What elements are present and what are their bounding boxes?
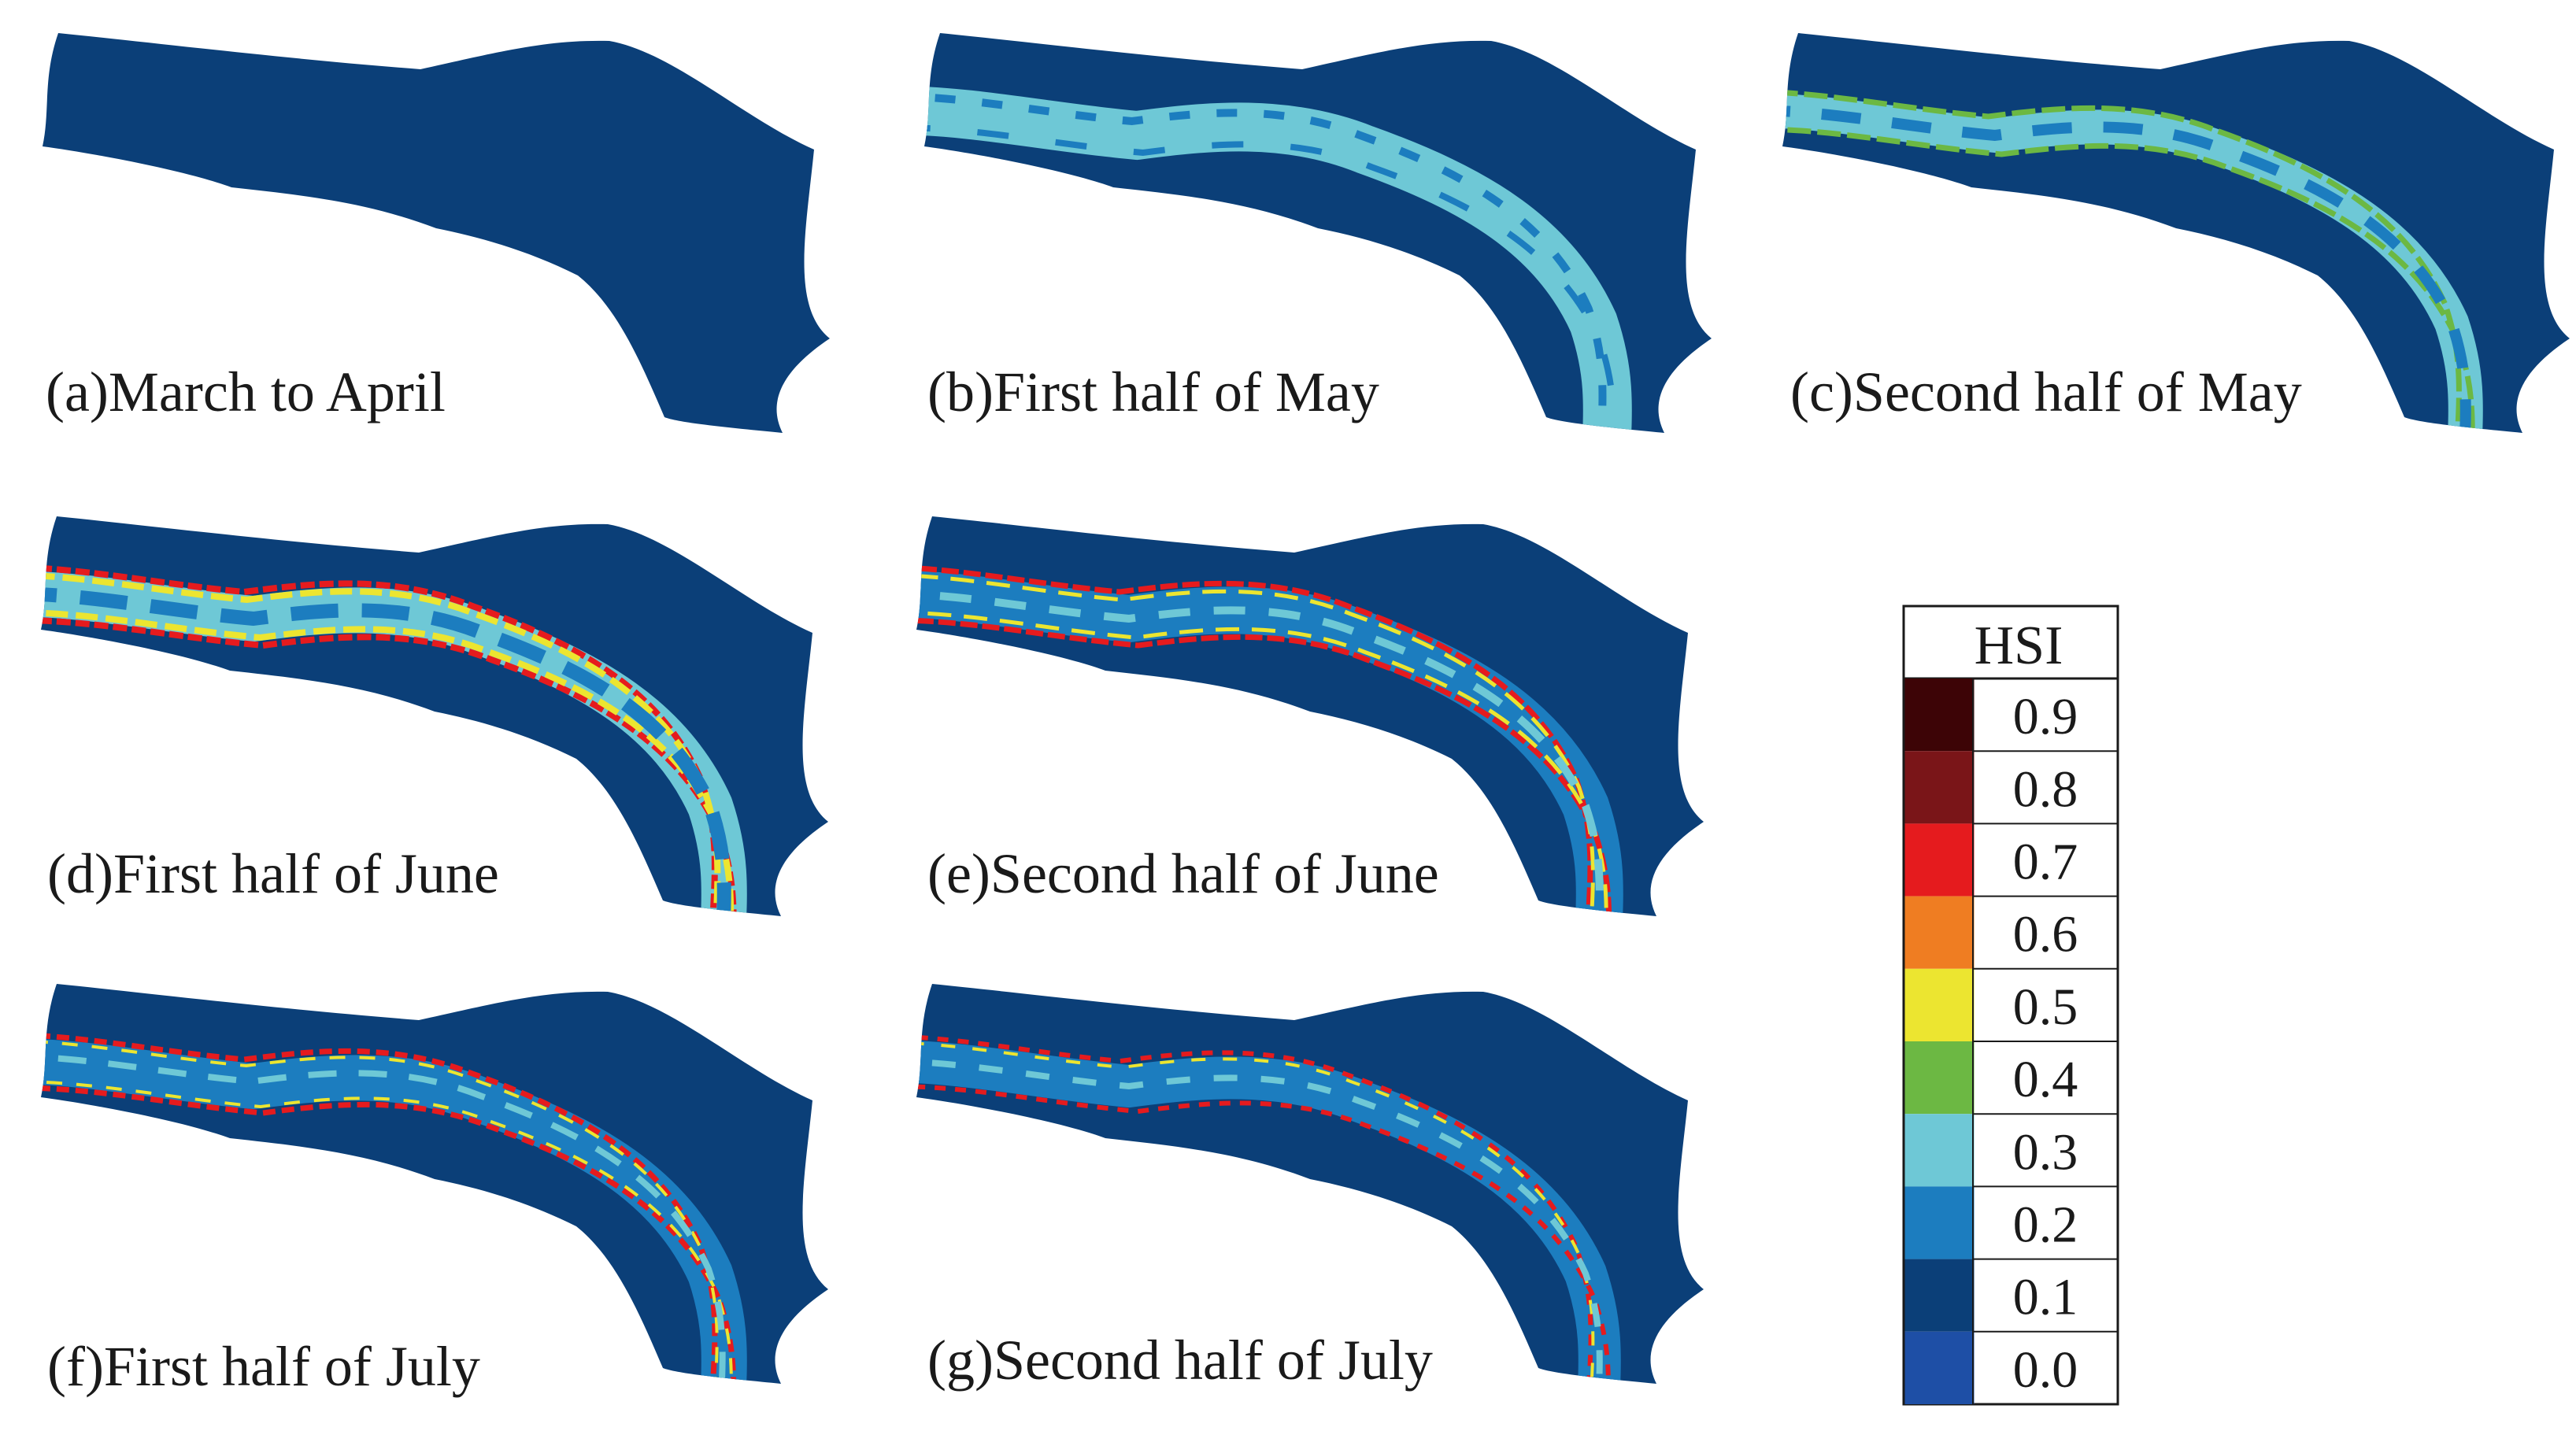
legend-label-0-2: 0.2 bbox=[2013, 1196, 2078, 1254]
habitat-band-0-3 bbox=[41, 1053, 726, 1384]
legend-label-0-4: 0.4 bbox=[2013, 1051, 2078, 1108]
habitat-band-0-7 bbox=[916, 564, 1593, 916]
habitat-band-0-7 bbox=[41, 564, 718, 916]
panel-label-e: (e)Second half of June bbox=[927, 842, 1439, 905]
legend-swatch-0-4 bbox=[1904, 1041, 1975, 1115]
legend-label-0-3: 0.3 bbox=[2013, 1123, 2078, 1181]
habitat-band-0-2 bbox=[924, 124, 1617, 433]
legend-label-0-6: 0.6 bbox=[2013, 906, 2078, 963]
habitat-band-0-2 bbox=[924, 92, 1607, 433]
panel-label-b: (b)First half of May bbox=[927, 360, 1379, 423]
hsi-legend: HSI 0.9 0.8 0.7 0.6 0.5 0.4 0.3 0.2 0.1 0.0 bbox=[1902, 605, 2119, 1406]
map-panel-d bbox=[41, 516, 828, 916]
legend-label-0-9: 0.9 bbox=[2013, 688, 2078, 745]
habitat-band-0-5 bbox=[41, 1080, 733, 1384]
habitat-band-0-5 bbox=[916, 572, 1595, 916]
habitat-band-0-7 bbox=[41, 1085, 737, 1384]
habitat-band-0-7 bbox=[916, 1084, 1611, 1384]
habitat-band-0-3 bbox=[916, 590, 1604, 916]
habitat-band-0-2 bbox=[41, 586, 731, 916]
legend-label-0-7: 0.7 bbox=[2013, 834, 2078, 891]
habitat-band-0-5 bbox=[916, 610, 1608, 916]
panel-label-a: (a)March to April bbox=[46, 360, 446, 423]
map-panel-b bbox=[924, 33, 1712, 433]
map-panel-g bbox=[916, 984, 1704, 1384]
habitat-band-0-7 bbox=[41, 1031, 718, 1384]
panel-label-c: (c)Second half of May bbox=[1790, 360, 2302, 423]
legend-swatch-0-7 bbox=[1904, 823, 1975, 897]
habitat-band-0-2 bbox=[1782, 105, 2471, 433]
legend-swatch-0-6 bbox=[1904, 896, 1975, 969]
legend-swatch-0-2 bbox=[1904, 1186, 1975, 1259]
legend-title: HSI bbox=[1975, 616, 2063, 676]
habitat-bands bbox=[1782, 88, 2483, 433]
habitat-band-0-7 bbox=[916, 1033, 1593, 1384]
legend-label-0-5: 0.5 bbox=[2013, 978, 2078, 1036]
habitat-band-0-7 bbox=[916, 617, 1612, 916]
legend-swatch-0-9 bbox=[1904, 678, 1975, 752]
legend-swatch-0-3 bbox=[1904, 1114, 1975, 1187]
legend-swatch-0-8 bbox=[1904, 751, 1975, 824]
map-panel-e bbox=[916, 516, 1704, 916]
habitat-bands bbox=[916, 564, 1623, 916]
legend-swatch-0-5 bbox=[1904, 968, 1975, 1041]
panel-label-d: (d)First half of June bbox=[47, 842, 499, 905]
habitat-bands bbox=[41, 564, 747, 916]
habitat-bands bbox=[924, 86, 1632, 433]
habitat-bands bbox=[916, 1033, 1621, 1384]
habitat-band-0-7 bbox=[41, 617, 737, 916]
legend-swatch-0-1 bbox=[1904, 1259, 1975, 1332]
legend-swatch-0-0 bbox=[1904, 1331, 1975, 1404]
panel-label-f: (f)First half of July bbox=[47, 1335, 480, 1398]
legend-rows: 0.9 0.8 0.7 0.6 0.5 0.4 0.3 0.2 0.1 0.0 bbox=[1904, 678, 2118, 1404]
legend-label-0-1: 0.1 bbox=[2013, 1269, 2078, 1326]
map-panel-c bbox=[1782, 33, 2570, 433]
map-panel-f bbox=[41, 984, 828, 1384]
habitat-band-0-3 bbox=[916, 1058, 1603, 1384]
legend-label-0-0: 0.0 bbox=[2013, 1341, 2078, 1399]
habitat-bands bbox=[41, 1031, 747, 1384]
legend-label-0-8: 0.8 bbox=[2013, 760, 2078, 818]
panel-label-g: (g)Second half of July bbox=[927, 1329, 1433, 1392]
